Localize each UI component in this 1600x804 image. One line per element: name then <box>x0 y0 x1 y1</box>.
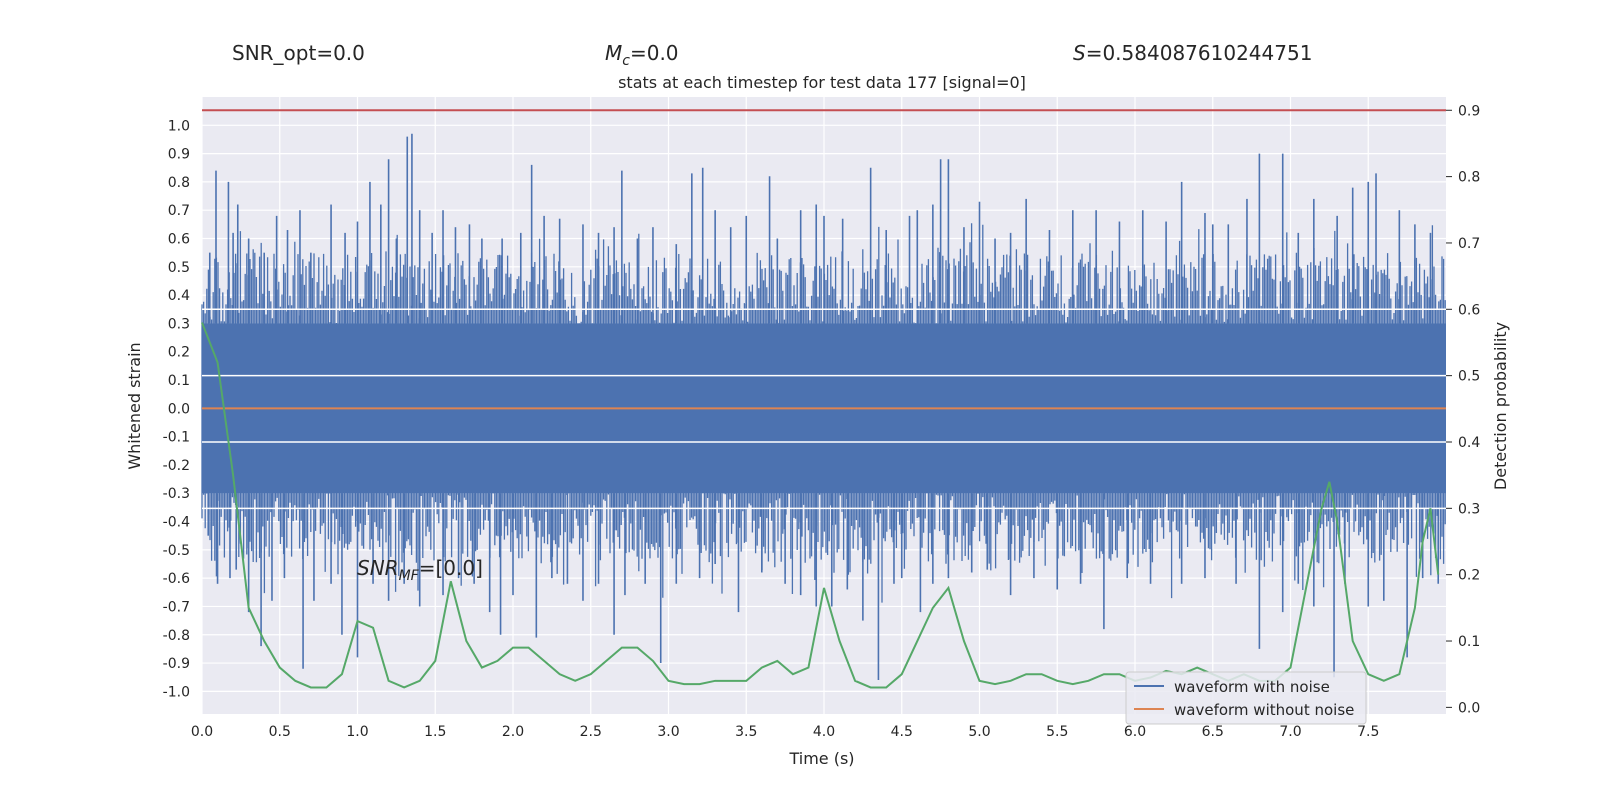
chirp-mass-value: =0.0 <box>630 41 679 65</box>
chirp-mass-symbol: M <box>605 41 622 65</box>
y2-tick-label: 0.6 <box>1458 302 1480 318</box>
y-tick-label: -0.5 <box>163 543 190 559</box>
x-axis-label: Time (s) <box>788 749 854 768</box>
snr-mf-value: =[0.0] <box>419 556 483 580</box>
legend-label-clean: waveform without noise <box>1174 701 1354 719</box>
y2-tick-label: 0.7 <box>1458 236 1480 252</box>
y-tick-label: 0.6 <box>168 232 190 248</box>
x-tick-label: 7.0 <box>1279 724 1301 740</box>
y-tick-label: -0.8 <box>163 628 190 644</box>
y-tick-label: -0.4 <box>163 515 190 531</box>
chirp-mass-label: Mc=0.0 <box>605 41 679 69</box>
legend-label-noise: waveform with noise <box>1174 678 1330 696</box>
y2-tick-label: 0.5 <box>1458 369 1480 385</box>
snr-mf-subscript: MF <box>399 568 420 584</box>
x-tick-label: 6.0 <box>1124 724 1146 740</box>
x-tick-label: 4.0 <box>813 724 835 740</box>
x-tick-label: 4.5 <box>891 724 913 740</box>
y2-tick-label: 0.3 <box>1458 501 1480 517</box>
y2-tick-label: 0.1 <box>1458 634 1480 650</box>
x-tick-label: 2.0 <box>502 724 524 740</box>
x-tick-label: 3.5 <box>735 724 757 740</box>
y-tick-label: -1.0 <box>163 684 190 700</box>
chirp-mass-subscript: c <box>622 53 630 69</box>
legend-box <box>1125 671 1367 725</box>
y-tick-label: 0.3 <box>168 316 190 332</box>
statistic-symbol: S <box>1073 41 1086 65</box>
chart-title: stats at each timestep for test data 177… <box>618 73 1026 92</box>
x-tick-label: 0.0 <box>191 724 213 740</box>
snr-mf-symbol: SNR <box>357 556 399 580</box>
x-tick-label: 5.0 <box>968 724 990 740</box>
x-tick-label: 6.5 <box>1202 724 1224 740</box>
x-tick-label: 1.0 <box>346 724 368 740</box>
y-tick-label: 0.0 <box>168 401 190 417</box>
statistic-value: =0.584087610244751 <box>1086 41 1313 65</box>
y-tick-label: 0.4 <box>168 288 190 304</box>
x-tick-label: 7.5 <box>1357 724 1379 740</box>
y-tick-label: -0.7 <box>163 599 190 615</box>
y2-tick-label: 0.9 <box>1458 103 1480 119</box>
snr-mf-annotation: SNRMF=[0.0] <box>357 556 483 584</box>
legend: waveform with noise waveform without noi… <box>1125 671 1367 725</box>
y2-tick-label: 0.2 <box>1458 568 1480 584</box>
y-tick-label: 1.0 <box>168 118 190 134</box>
y-tick-label: -0.2 <box>163 458 190 474</box>
y-axis-label: Whitened strain <box>125 342 144 469</box>
y-tick-label: -0.6 <box>163 571 190 587</box>
y-tick-label: 0.5 <box>168 260 190 276</box>
statistic-label: S=0.584087610244751 <box>1073 41 1312 65</box>
y-tick-label: 0.8 <box>168 175 190 191</box>
x-tick-label: 5.5 <box>1046 724 1068 740</box>
x-tick-label: 1.5 <box>424 724 446 740</box>
y2-tick-label: 0.4 <box>1458 435 1480 451</box>
y-tick-label: -0.1 <box>163 430 190 446</box>
y-tick-label: -0.3 <box>163 486 190 502</box>
y-tick-label: 0.1 <box>168 373 190 389</box>
snr-opt-label: SNR_opt=0.0 <box>232 41 365 65</box>
axis-ticks: 0.0 0.5 1.0 1.5 2.0 2.5 3.0 3.5 4.0 4.5 5.0 5.5 6.0 6… <box>163 103 1481 740</box>
y-tick-label: 0.9 <box>168 147 190 163</box>
x-tick-label: 2.5 <box>580 724 602 740</box>
x-tick-label: 3.0 <box>657 724 679 740</box>
x-tick-label: 0.5 <box>269 724 291 740</box>
y2-tick-label: 0.0 <box>1458 700 1480 716</box>
y-tick-label: 0.7 <box>168 203 190 219</box>
y-tick-label: 0.2 <box>168 345 190 361</box>
y-tick-label: -0.9 <box>163 656 190 672</box>
y2-axis-label: Detection probability <box>1491 322 1510 490</box>
y2-tick-label: 0.8 <box>1458 170 1480 186</box>
